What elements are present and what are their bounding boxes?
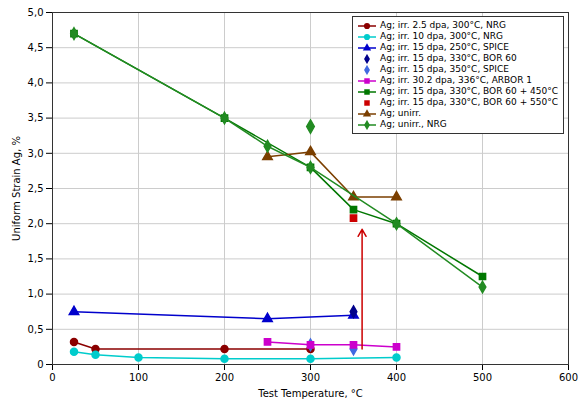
html-text:Ag; irr. 30.2 dpa, 336°C, ARBO: Ag; irr. 30.2 dpa, 336°C, ARBOR 1 [380, 75, 532, 85]
html-text:Ag; irr. 15 dpa, 330°C, BOR 60: Ag; irr. 15 dpa, 330°C, BOR 60 + 450°C [380, 86, 558, 96]
svg-text:100: 100 [129, 372, 148, 383]
svg-text:1,0: 1,0 [28, 288, 44, 299]
svg-text:Uniform Strain Ag, %: Uniform Strain Ag, % [11, 136, 22, 241]
svg-text:1,5: 1,5 [28, 253, 44, 264]
svg-text:3,0: 3,0 [28, 148, 44, 159]
svg-text:2,0: 2,0 [28, 218, 44, 229]
svg-text:200: 200 [215, 372, 234, 383]
svg-text:5,0: 5,0 [28, 7, 44, 18]
html-text:Ag; irr. 15 dpa, 350°C, SPICE: Ag; irr. 15 dpa, 350°C, SPICE [380, 64, 509, 74]
svg-text:3,5: 3,5 [28, 112, 44, 123]
svg-text:300: 300 [301, 372, 320, 383]
svg-text:0,5: 0,5 [28, 324, 44, 335]
html-text:Ag; irr. 10 dpa, 300°C, NRG: Ag; irr. 10 dpa, 300°C, NRG [380, 31, 504, 41]
svg-text:600: 600 [559, 372, 578, 383]
html-text:Ag; irr. 2.5 dpa, 300°C, NRG: Ag; irr. 2.5 dpa, 300°C, NRG [380, 20, 506, 30]
html-text:Ag; irr. 15 dpa, 250°C, SPICE: Ag; irr. 15 dpa, 250°C, SPICE [380, 42, 509, 52]
svg-text:4,0: 4,0 [28, 77, 44, 88]
html-text:Ag; unirr.: Ag; unirr. [380, 108, 421, 118]
svg-text:2,5: 2,5 [28, 183, 44, 194]
html-text:Ag; irr. 15 dpa, 330°C, BOR 60: Ag; irr. 15 dpa, 330°C, BOR 60 [380, 53, 517, 63]
svg-text:400: 400 [387, 372, 406, 383]
svg-text:0: 0 [49, 372, 55, 383]
svg-text:0: 0 [37, 359, 43, 370]
svg-text:Test Temperature, °C: Test Temperature, °C [257, 388, 363, 399]
svg-text:4,5: 4,5 [28, 42, 44, 53]
html-text:Ag; unirr., NRG: Ag; unirr., NRG [380, 119, 447, 129]
html-text:Ag; irr. 15 dpa, 330°C, BOR 60: Ag; irr. 15 dpa, 330°C, BOR 60 + 550°C [380, 97, 558, 107]
svg-text:500: 500 [473, 372, 492, 383]
